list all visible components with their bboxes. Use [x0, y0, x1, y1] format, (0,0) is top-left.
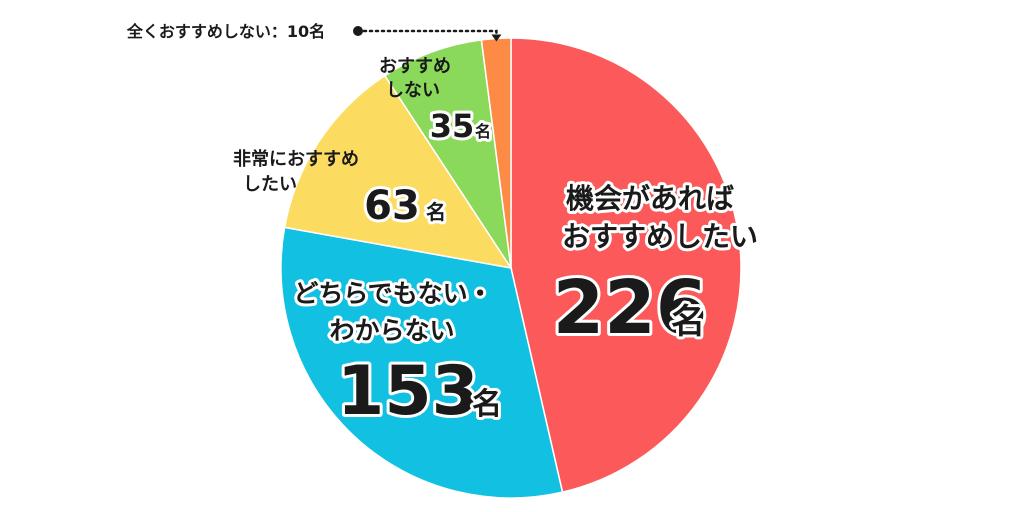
slice-unit: 名 [472, 387, 502, 422]
slice-label-line: しない [386, 80, 440, 101]
slice-label-line: したい [243, 174, 297, 195]
slice-value: 35 [430, 107, 475, 145]
slice-value: 63 [364, 183, 420, 229]
pie-labels: 機会があればおすすめしたい226名どちらでもない・わからない153名非常におすす… [126, 22, 761, 434]
slice-neutral [280, 226, 564, 499]
slice-label-line: 機会があれば [566, 182, 734, 215]
slice-value: 153 [337, 352, 479, 431]
slice-label-line: わからない [329, 316, 454, 345]
leader-line [356, 29, 498, 38]
slice-unit: 名 [475, 122, 491, 141]
leader-line-group [353, 26, 502, 42]
pie-slices [280, 37, 742, 499]
slice-label-line: おすすめしたい [562, 220, 758, 253]
slice-unit: 名 [671, 302, 705, 342]
slice-value: 226 [553, 265, 707, 351]
slice-label-line: どちらでもない・ [293, 279, 492, 308]
slice-label-line: 非常におすすめ [233, 148, 359, 170]
slice-recommend-if-chance [510, 37, 742, 494]
slice-unit: 名 [426, 200, 446, 224]
slice-label-line: おすすめ [379, 56, 451, 77]
slice-label-line: 全くおすすめしない：10名 [126, 22, 325, 41]
slice-highly-recommend [283, 74, 513, 270]
leader-arrow-icon [491, 34, 502, 42]
slice-not-recommend [383, 39, 512, 269]
